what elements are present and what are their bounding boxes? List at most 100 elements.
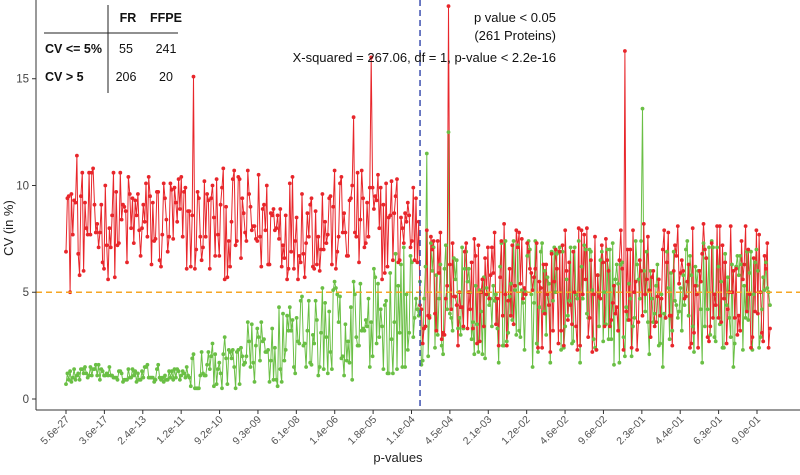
data-point-ffpe	[762, 288, 767, 292]
data-point-ffpe	[240, 354, 245, 359]
data-point-fr	[153, 237, 158, 241]
data-point-ffpe	[479, 309, 483, 314]
data-point-fr	[274, 226, 279, 231]
data-point-fr	[593, 234, 597, 239]
x-tick-label: 9.2e-10	[192, 414, 226, 448]
data-point-ffpe	[698, 307, 703, 312]
data-point-ffpe	[255, 326, 260, 331]
data-point-fr	[616, 328, 620, 333]
data-point-ffpe	[739, 262, 744, 267]
data-point-fr	[602, 324, 607, 329]
data-point-fr	[64, 249, 68, 254]
data-point-ffpe	[761, 275, 766, 280]
data-point-ffpe	[138, 377, 143, 382]
data-point-ffpe	[392, 320, 397, 324]
data-point-fr	[545, 292, 550, 297]
data-point-fr	[484, 292, 489, 297]
data-point-fr	[548, 350, 553, 354]
data-point-fr	[636, 320, 641, 324]
data-point-fr	[420, 341, 425, 346]
data-point-ffpe	[321, 367, 326, 371]
data-point-ffpe	[191, 352, 196, 357]
data-point-ffpe	[374, 341, 379, 346]
data-point-fr	[427, 316, 432, 320]
data-point-fr	[410, 239, 414, 243]
data-point-ffpe	[171, 377, 176, 382]
data-point-fr	[564, 269, 569, 273]
data-point-fr	[650, 275, 654, 280]
data-point-ffpe	[83, 365, 87, 369]
x-tick-label: 6.3e-01	[691, 414, 725, 448]
data-point-fr	[296, 277, 300, 282]
data-point-ffpe	[506, 330, 511, 335]
data-point-fr	[503, 292, 508, 297]
data-point-ffpe	[612, 362, 616, 367]
data-point-ffpe	[183, 375, 188, 380]
data-point-ffpe	[168, 375, 173, 380]
data-point-fr	[571, 249, 576, 254]
data-point-ffpe	[155, 367, 159, 371]
data-point-ffpe	[652, 311, 657, 316]
data-point-fr	[544, 262, 549, 267]
data-point-fr	[519, 237, 524, 241]
data-point-ffpe	[557, 245, 562, 250]
data-point-fr	[681, 269, 686, 273]
data-point-ffpe	[131, 373, 136, 378]
data-point-fr	[762, 254, 767, 258]
data-point-ffpe	[484, 286, 489, 290]
data-point-fr	[306, 234, 311, 239]
data-point-fr	[732, 316, 737, 320]
y-axis-label: CV (in %)	[1, 200, 16, 256]
data-point-fr	[659, 296, 664, 301]
data-point-ffpe	[76, 371, 81, 376]
data-point-fr	[243, 230, 248, 235]
data-point-fr	[391, 258, 395, 263]
data-point-fr	[464, 241, 469, 246]
data-point-ffpe	[275, 384, 280, 389]
data-point-fr	[308, 202, 313, 207]
data-point-fr	[563, 228, 568, 233]
data-point-ffpe	[338, 294, 342, 299]
data-point-fr	[129, 226, 134, 231]
data-point-fr	[739, 239, 744, 243]
data-point-fr	[575, 348, 580, 352]
data-point-fr	[407, 213, 412, 218]
data-point-ffpe	[150, 375, 155, 380]
data-point-fr	[214, 177, 219, 182]
data-point-ffpe	[423, 264, 428, 269]
data-point-ffpe	[568, 245, 573, 250]
data-point-fr	[373, 194, 378, 199]
data-point-ffpe	[290, 318, 295, 322]
data-point-fr	[481, 324, 486, 329]
data-point-ffpe	[408, 254, 413, 258]
data-point-fr	[726, 307, 730, 312]
data-point-ffpe	[350, 377, 355, 382]
data-point-fr	[197, 196, 201, 201]
y-tick-label: 15	[16, 74, 29, 86]
data-point-ffpe	[125, 377, 129, 382]
data-point-ffpe	[330, 367, 334, 371]
data-point-fr	[442, 333, 447, 337]
data-point-fr	[289, 249, 294, 254]
data-point-fr	[604, 237, 608, 241]
data-point-ffpe	[522, 348, 527, 352]
data-point-ffpe	[367, 365, 372, 369]
data-point-fr	[572, 290, 577, 295]
series-points	[64, 4, 772, 391]
data-point-ffpe	[724, 303, 729, 307]
data-point-fr	[168, 181, 173, 186]
data-point-ffpe	[73, 377, 78, 382]
data-point-fr	[507, 266, 512, 271]
data-point-fr	[359, 168, 364, 173]
data-point-ffpe	[738, 254, 743, 258]
data-point-fr	[213, 254, 218, 258]
data-point-ffpe	[320, 286, 325, 290]
data-point-fr	[594, 348, 599, 352]
data-point-fr	[324, 241, 329, 246]
data-point-ffpe	[685, 239, 690, 243]
data-point-fr	[293, 239, 298, 243]
data-point-fr	[83, 200, 87, 205]
data-point-fr	[130, 196, 135, 201]
data-point-fr	[102, 266, 106, 271]
data-point-fr	[264, 183, 269, 188]
